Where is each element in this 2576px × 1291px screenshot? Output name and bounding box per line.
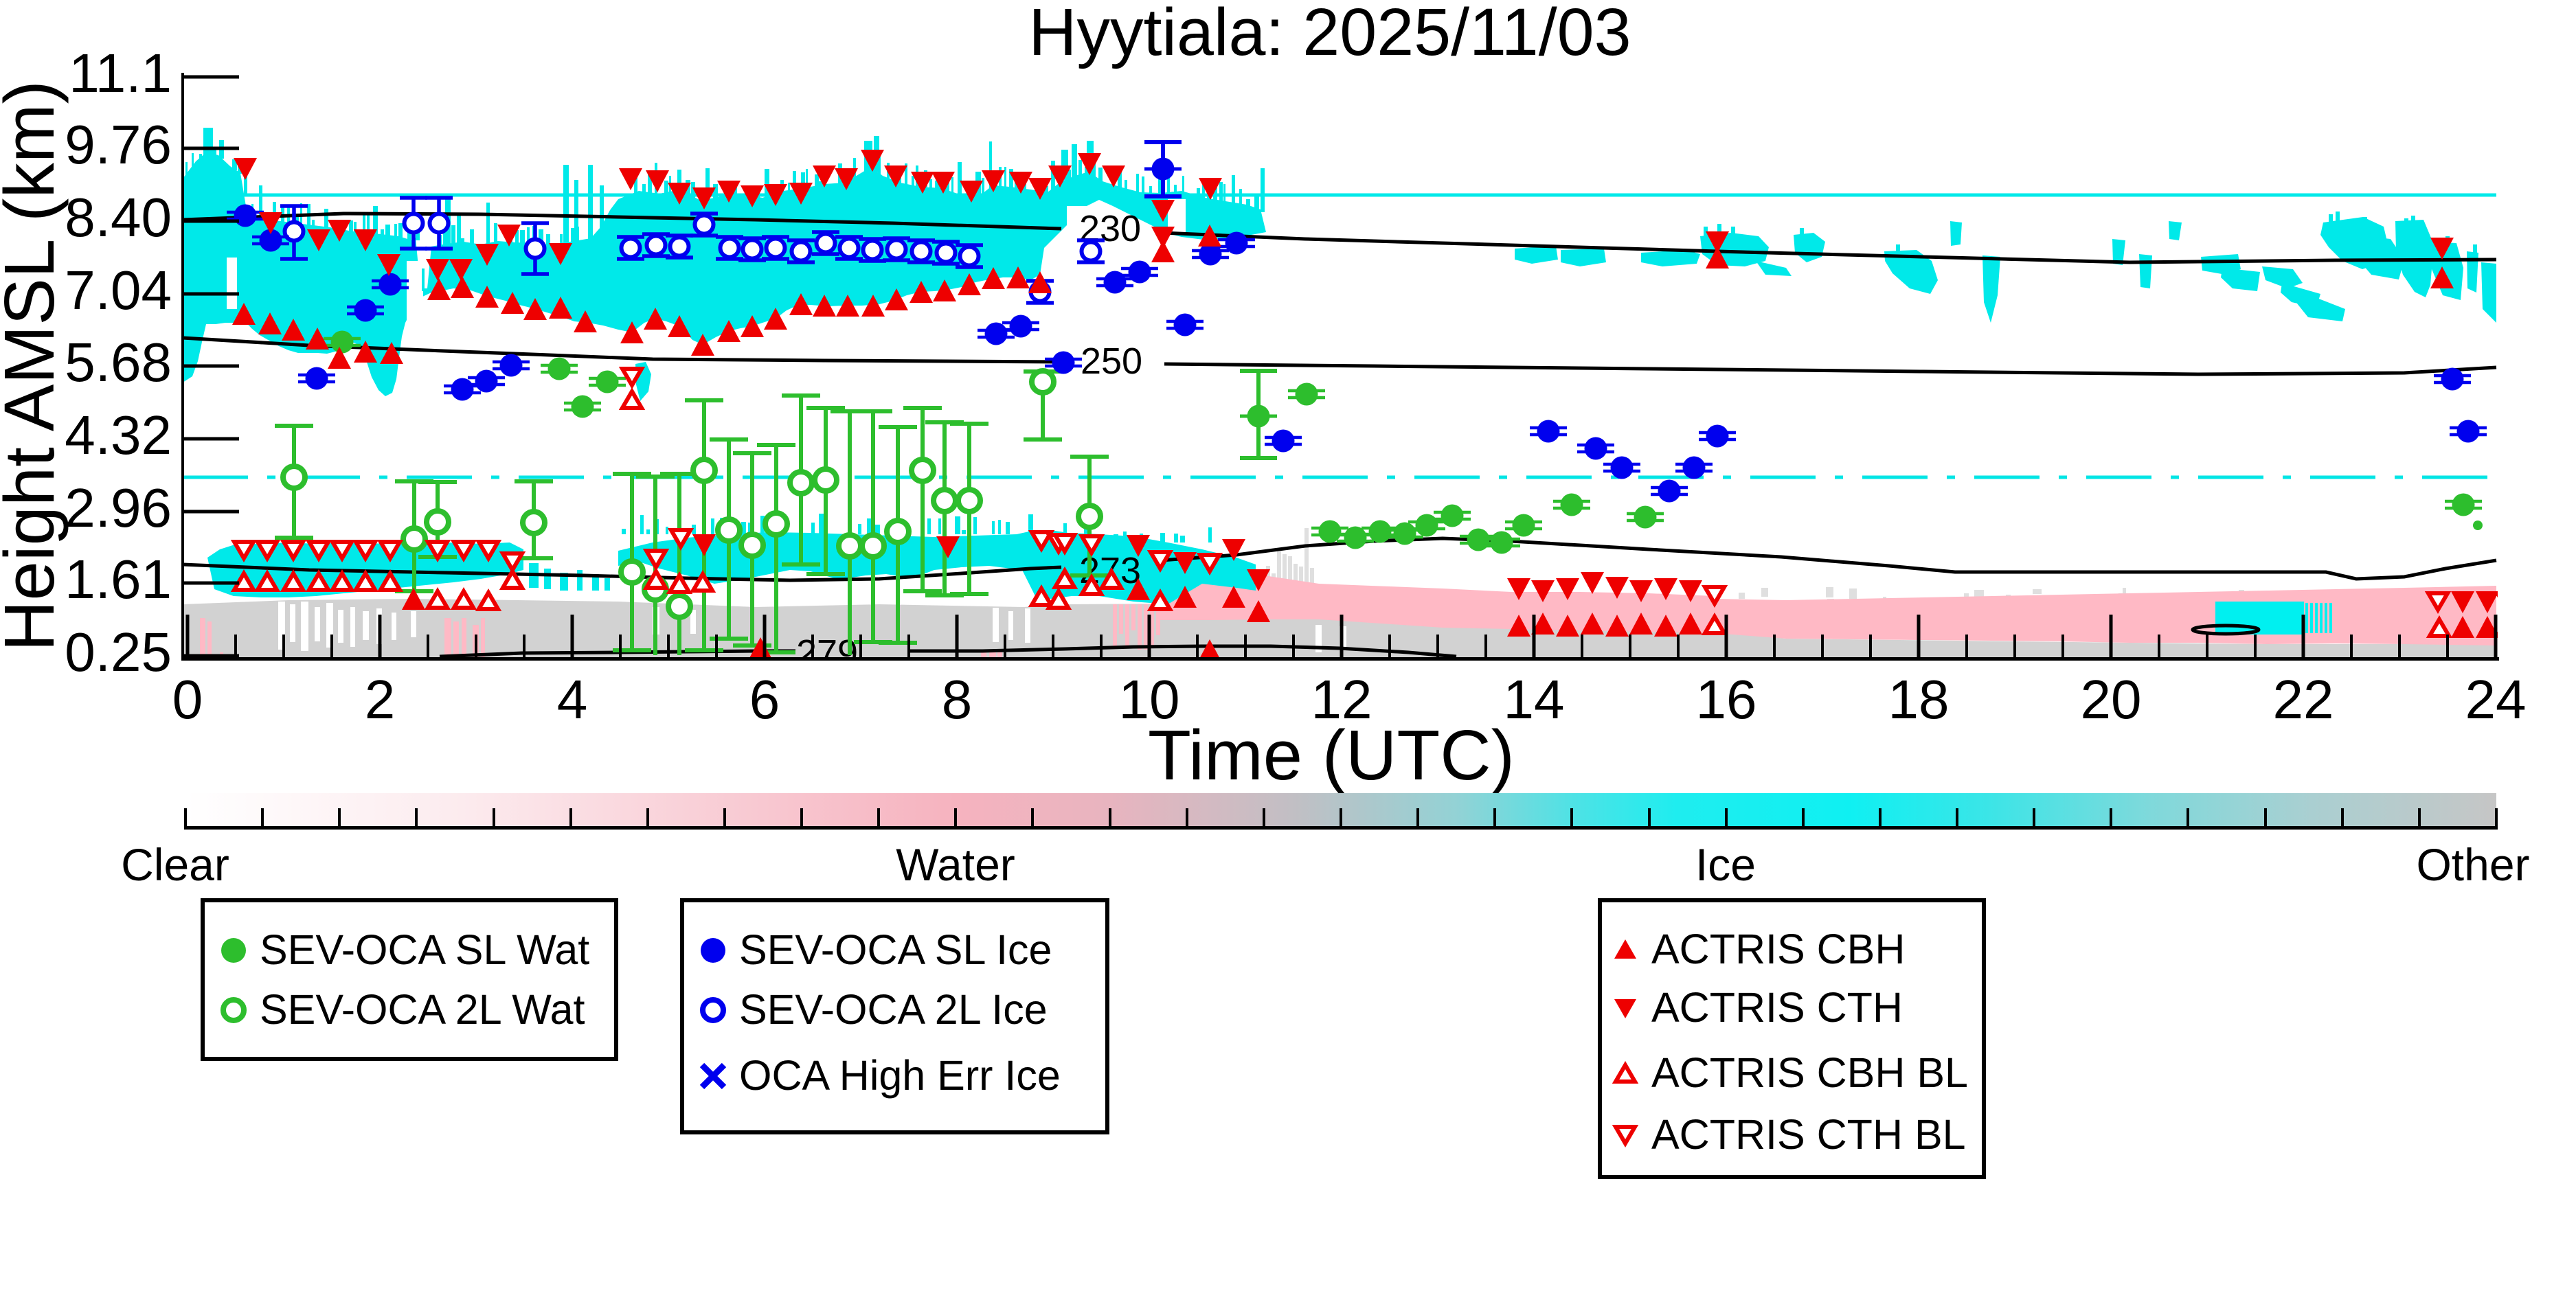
- svg-text:ACTRIS CBH BL: ACTRIS CBH BL: [1651, 1049, 1968, 1096]
- svg-text:OCA High Err Ice: OCA High Err Ice: [739, 1052, 1061, 1099]
- svg-text:22: 22: [2273, 669, 2334, 730]
- svg-text:ACTRIS CTH BL: ACTRIS CTH BL: [1651, 1111, 1966, 1158]
- svg-text:16: 16: [1696, 669, 1757, 730]
- svg-text:SEV-OCA 2L Wat: SEV-OCA 2L Wat: [260, 986, 585, 1033]
- svg-text:10: 10: [1119, 669, 1180, 730]
- svg-text:24: 24: [2465, 669, 2527, 730]
- svg-text:5.68: 5.68: [65, 332, 172, 393]
- svg-text:12: 12: [1311, 669, 1372, 730]
- svg-text:7.04: 7.04: [65, 260, 172, 321]
- svg-text:SEV-OCA SL Wat: SEV-OCA SL Wat: [260, 926, 589, 973]
- svg-text:250: 250: [1081, 341, 1142, 382]
- svg-text:Water: Water: [896, 839, 1015, 890]
- svg-text:4.32: 4.32: [65, 404, 172, 466]
- svg-text:2: 2: [365, 669, 396, 730]
- svg-text:4: 4: [557, 669, 588, 730]
- svg-text:18: 18: [1888, 669, 1950, 730]
- svg-text:8: 8: [942, 669, 973, 730]
- svg-text:9.76: 9.76: [65, 114, 172, 175]
- svg-text:14: 14: [1504, 669, 1565, 730]
- svg-text:ACTRIS CTH: ACTRIS CTH: [1651, 984, 1903, 1031]
- svg-text:0.25: 0.25: [65, 621, 172, 683]
- svg-text:0: 0: [172, 669, 203, 730]
- svg-text:ACTRIS CBH: ACTRIS CBH: [1651, 926, 1905, 972]
- svg-text:Ice: Ice: [1695, 839, 1756, 890]
- svg-text:6: 6: [749, 669, 780, 730]
- svg-text:Height AMSL (km): Height AMSL (km): [0, 80, 69, 652]
- svg-text:SEV-OCA 2L Ice: SEV-OCA 2L Ice: [739, 986, 1048, 1033]
- svg-text:Other: Other: [2416, 839, 2529, 890]
- svg-text:Hyytiala: 2025/11/03: Hyytiala: 2025/11/03: [1028, 0, 1631, 69]
- svg-text:11.1: 11.1: [69, 43, 172, 104]
- svg-text:1.61: 1.61: [65, 549, 172, 610]
- svg-text:8.40: 8.40: [65, 187, 172, 248]
- svg-text:Time (UTC): Time (UTC): [1148, 716, 1515, 795]
- svg-text:SEV-OCA SL Ice: SEV-OCA SL Ice: [739, 926, 1052, 973]
- svg-text:2.96: 2.96: [65, 477, 172, 538]
- svg-text:20: 20: [2081, 669, 2142, 730]
- svg-text:Clear: Clear: [121, 839, 229, 890]
